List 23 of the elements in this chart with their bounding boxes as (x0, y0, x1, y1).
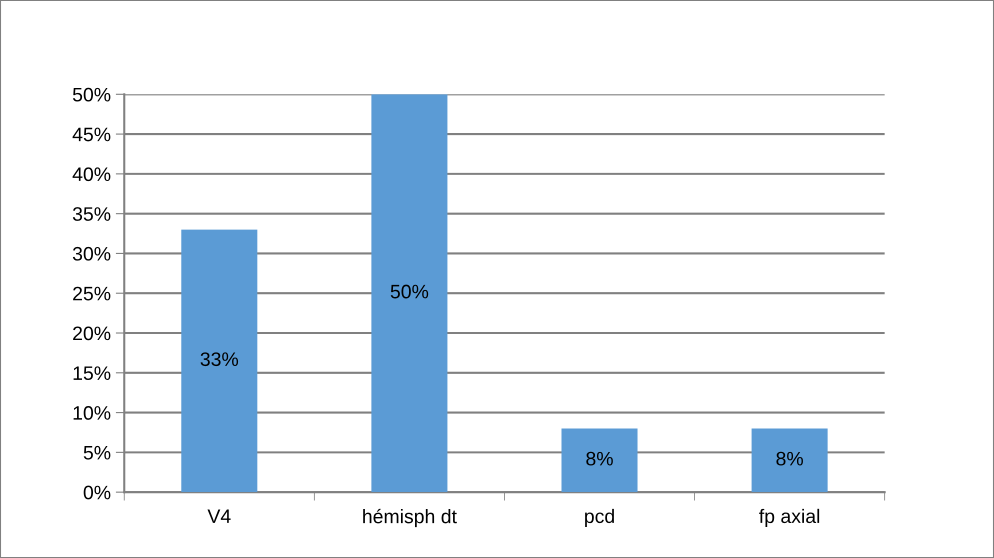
y-tick-label: 15% (74, 366, 110, 380)
y-tick-label: 20% (73, 326, 110, 340)
data-label: 8% (586, 452, 613, 466)
y-tick-label: 35% (72, 207, 110, 221)
bar (752, 428, 828, 492)
y-tick-label: 45% (72, 128, 110, 142)
data-label: 50% (390, 284, 428, 298)
y-tick-label: 30% (72, 246, 110, 261)
y-tick-label: 25% (73, 286, 110, 300)
data-label: 33% (200, 352, 238, 366)
bar (371, 94, 448, 492)
data-label: 8% (776, 452, 803, 466)
y-tick-label: 0% (84, 486, 110, 500)
bar (561, 428, 638, 492)
y-tick-label: 40% (72, 167, 110, 182)
bar (181, 230, 258, 492)
y-tick-label: 10% (74, 406, 110, 420)
x-tick-label: fp axial (759, 508, 820, 527)
x-tick-label: V4 (207, 510, 231, 523)
x-tick-label: pcd (585, 508, 614, 527)
x-tick-label: hémisph dt (363, 508, 457, 528)
y-tick-label: 50% (72, 88, 110, 102)
y-tick-label: 5% (84, 446, 110, 460)
